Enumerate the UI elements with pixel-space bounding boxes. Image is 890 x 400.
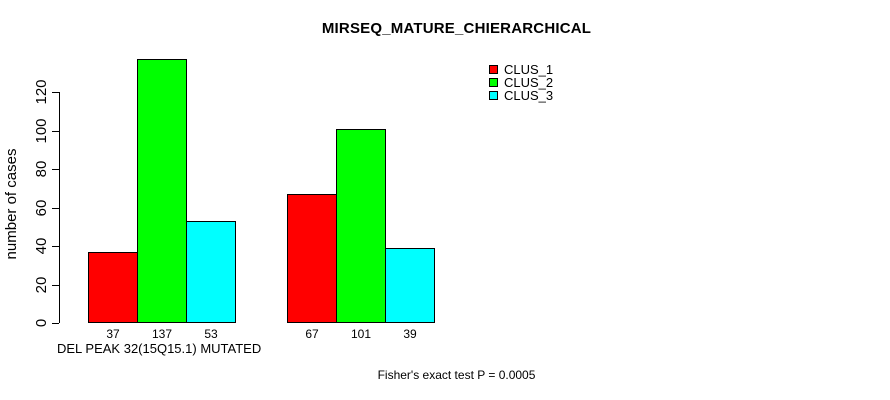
legend-label: CLUS_2: [504, 75, 554, 90]
annotation-text: Fisher's exact test P = 0.0005: [377, 368, 536, 382]
y-axis-title-text: number of cases: [2, 148, 20, 260]
bar-clus_3-group1: [186, 221, 236, 323]
chart-title: MIRSEQ_MATURE_CHIERARCHICAL: [321, 20, 592, 37]
legend-row-clus_2: CLUS_2: [489, 76, 553, 89]
bar-value-label: 67: [305, 327, 319, 341]
legend-swatch-clus_2: [489, 78, 498, 87]
y-axis-line: [59, 92, 60, 323]
bar-clus_3-group2: [385, 248, 435, 323]
legend-label: CLUS_3: [504, 88, 554, 103]
bar-value-label: 53: [204, 327, 218, 341]
legend-row-clus_1: CLUS_1: [489, 63, 553, 76]
y-axis-tick: [52, 208, 59, 209]
bar-value-label: 39: [403, 327, 417, 341]
bar-clus_1-group1: [88, 252, 138, 323]
y-axis-tick: [52, 246, 59, 247]
bar-value-label: 37: [106, 327, 120, 341]
bar-value-label: 101: [350, 327, 372, 341]
y-axis-tick: [52, 92, 59, 93]
y-axis-tick: [52, 323, 59, 324]
legend-swatch-clus_3: [489, 91, 498, 100]
legend: CLUS_1 CLUS_2 CLUS_3: [489, 63, 553, 102]
legend-row-clus_3: CLUS_3: [489, 89, 553, 102]
bar-value-label: 137: [151, 327, 173, 341]
y-axis-tick: [52, 169, 59, 170]
legend-label: CLUS_1: [504, 62, 554, 77]
bar-clus_2-group1: [137, 59, 187, 323]
bar-clus_2-group2: [336, 129, 386, 323]
y-axis-tick: [52, 285, 59, 286]
y-axis-tick: [52, 131, 59, 132]
bar-clus_1-group2: [287, 194, 337, 323]
legend-swatch-clus_1: [489, 65, 498, 74]
x-axis-group-label: DEL PEAK 32(15Q15.1) MUTATED: [57, 341, 262, 356]
